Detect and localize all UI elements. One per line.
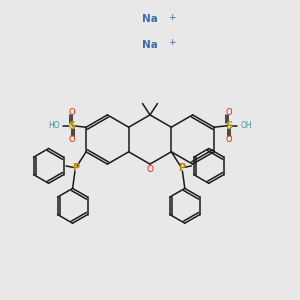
Text: Na: Na <box>142 14 158 25</box>
Text: O: O <box>225 108 232 117</box>
Text: OH: OH <box>240 121 252 130</box>
Text: P: P <box>72 163 79 173</box>
Text: S: S <box>225 121 232 131</box>
Text: Na: Na <box>142 40 158 50</box>
Text: O: O <box>146 165 154 174</box>
Text: O: O <box>225 135 232 144</box>
Text: O: O <box>68 108 75 117</box>
Text: P: P <box>178 163 185 173</box>
Text: S: S <box>68 121 75 131</box>
Text: +: + <box>168 38 175 47</box>
Text: O: O <box>68 135 75 144</box>
Text: HO: HO <box>48 121 60 130</box>
Text: +: + <box>168 13 175 22</box>
